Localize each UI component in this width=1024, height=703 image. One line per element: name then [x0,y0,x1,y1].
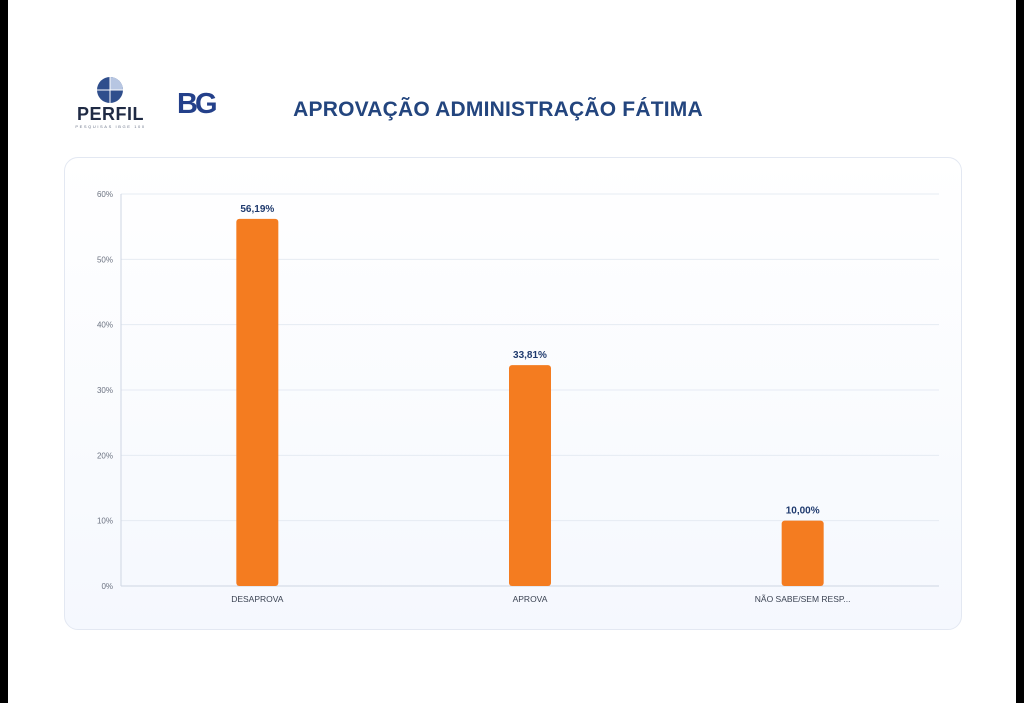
globe-icon [97,77,123,103]
chart-card: 0% 10% 20% 30% 40% 50% 60% 56,19% DESAPROVA 33,81… [64,157,962,630]
x-tick-label: APROVA [513,594,548,604]
bar-value-label: 10,00% [786,506,820,517]
perfil-logo: PERFIL PESQUISAS IBGE 100 [63,76,158,132]
x-tick-label: DESAPROVA [231,594,284,604]
bar-value-label: 56,19% [240,204,274,215]
y-tick-label: 40% [97,321,113,330]
y-tick-label: 30% [97,386,113,395]
y-tick-label: 0% [101,582,113,591]
bg-logo-text: BG [177,88,216,118]
chart-title: APROVAÇÃO ADMINISTRAÇÃO FÁTIMA [293,98,703,121]
page: PERFIL PESQUISAS IBGE 100 BG APROVAÇÃO A… [8,0,1016,703]
bg-logo: BG [177,88,219,118]
y-tick-label: 50% [97,255,113,264]
y-tick-label: 10% [97,517,113,526]
y-tick-label: 20% [97,451,113,460]
perfil-logo-brand: PERFIL [76,104,144,124]
bar [509,365,551,586]
perfil-logo-tagline: PESQUISAS IBGE 100 [75,124,146,129]
bar [236,218,279,586]
bar [781,520,824,586]
bar-value-label: 33,81% [513,350,547,361]
bar-chart: 0% 10% 20% 30% 40% 50% 60% 56,19% DESAPROVA 33,81… [97,190,939,604]
y-tick-label: 60% [97,190,113,199]
x-tick-label: NÃO SABE/SEM RESP... [755,594,851,604]
